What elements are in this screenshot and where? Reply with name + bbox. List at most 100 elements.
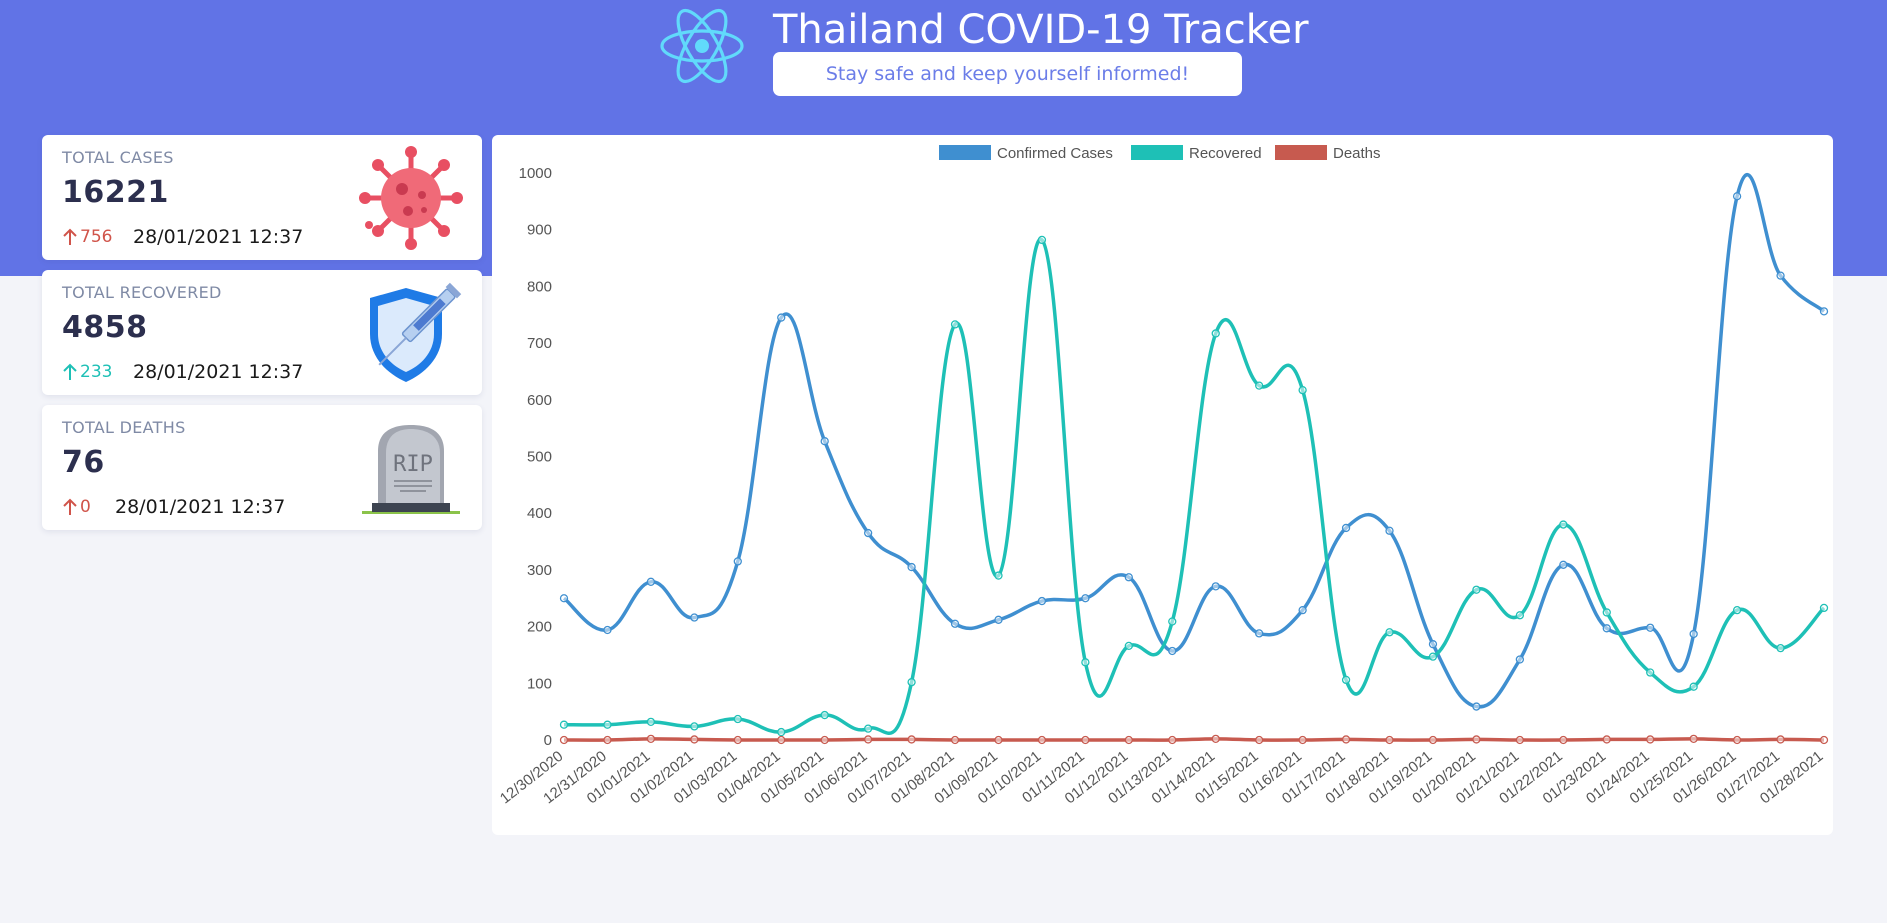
data-point-confirmed-cases xyxy=(907,562,916,572)
data-point-confirmed-cases xyxy=(1081,594,1090,603)
arrow-up-icon xyxy=(63,498,77,515)
data-point-confirmed-cases xyxy=(994,615,1003,624)
legend-swatch xyxy=(939,145,991,160)
data-point-recovered xyxy=(994,571,1003,580)
data-point-confirmed-cases xyxy=(690,613,699,622)
data-point-confirmed-cases xyxy=(1211,582,1220,591)
data-point-deaths xyxy=(1168,735,1177,745)
data-point-deaths xyxy=(690,735,699,744)
data-point-deaths xyxy=(1689,734,1698,744)
legend-label: Deaths xyxy=(1333,145,1381,162)
y-tick-label: 500 xyxy=(527,449,552,466)
data-point-recovered xyxy=(1037,235,1047,245)
data-point-confirmed-cases xyxy=(1689,629,1698,639)
data-point-deaths xyxy=(1341,735,1351,744)
cases-line-chart: Confirmed Cases Recovered Deaths 0 100 200 300… xyxy=(497,145,1829,807)
total-cases-card: Total Cases 16221 756 28/01/2021 12:37 xyxy=(42,135,482,260)
data-point-confirmed-cases xyxy=(1602,624,1611,633)
react-logo-icon xyxy=(660,8,744,84)
data-point-recovered xyxy=(950,320,960,329)
card-label: Total Deaths xyxy=(62,418,186,437)
data-point-recovered xyxy=(907,678,916,687)
data-point-deaths xyxy=(1081,735,1090,745)
data-point-deaths xyxy=(559,735,569,745)
data-point-recovered xyxy=(603,720,612,729)
arrow-up-icon xyxy=(63,228,77,245)
data-point-recovered xyxy=(1255,381,1264,390)
card-value: 4858 xyxy=(62,310,148,345)
data-point-deaths xyxy=(1124,735,1133,745)
page-subtitle: Stay safe and keep yourself informed! xyxy=(825,63,1190,85)
card-delta: 0 xyxy=(62,496,91,518)
data-point-recovered xyxy=(1081,658,1090,667)
data-point-deaths xyxy=(994,735,1003,745)
data-point-deaths xyxy=(1732,735,1742,745)
data-point-deaths xyxy=(777,735,786,745)
data-point-confirmed-cases xyxy=(1819,307,1829,316)
data-point-deaths xyxy=(1559,735,1568,745)
data-point-confirmed-cases xyxy=(777,313,786,322)
total-deaths-card: Total Deaths 76 0 28/01/2021 12:37 RIP xyxy=(42,405,482,530)
data-point-confirmed-cases xyxy=(820,437,829,446)
y-tick-label: 700 xyxy=(527,335,552,352)
data-point-recovered xyxy=(777,727,786,737)
data-point-deaths xyxy=(1298,735,1307,745)
data-point-confirmed-cases xyxy=(1298,606,1307,615)
y-tick-label: 200 xyxy=(527,619,552,636)
data-point-confirmed-cases xyxy=(1732,192,1742,201)
data-point-deaths xyxy=(1819,735,1829,745)
legend-label: Recovered xyxy=(1189,145,1262,162)
shield-vaccine-icon xyxy=(370,282,462,382)
data-point-recovered xyxy=(690,722,699,731)
total-recovered-card: Total Recovered 4858 233 28/01/2021 12:3… xyxy=(42,270,482,395)
data-point-deaths xyxy=(1385,735,1394,745)
data-point-recovered xyxy=(1776,643,1785,653)
data-point-confirmed-cases xyxy=(1515,655,1525,664)
data-point-confirmed-cases xyxy=(863,528,873,538)
card-delta-value: 0 xyxy=(80,497,91,517)
data-point-confirmed-cases xyxy=(1124,573,1133,582)
data-point-deaths xyxy=(1776,735,1785,744)
data-point-deaths xyxy=(603,735,612,745)
card-label: Total Recovered xyxy=(62,283,222,302)
card-updated-time: 28/01/2021 12:37 xyxy=(133,226,304,248)
virus-icon xyxy=(359,146,463,250)
data-point-recovered xyxy=(1385,628,1394,637)
data-point-deaths xyxy=(1646,735,1655,744)
data-point-confirmed-cases xyxy=(646,577,656,586)
card-updated-time: 28/01/2021 12:37 xyxy=(115,496,286,518)
card-updated-time: 28/01/2021 12:37 xyxy=(133,361,304,383)
data-point-recovered xyxy=(559,720,569,729)
data-point-deaths xyxy=(1211,734,1220,744)
data-point-deaths xyxy=(1515,735,1525,745)
card-delta-value: 233 xyxy=(80,362,113,382)
data-point-recovered xyxy=(1646,668,1655,677)
data-point-recovered xyxy=(1168,617,1177,626)
data-point-deaths xyxy=(863,735,873,744)
data-point-confirmed-cases xyxy=(1255,629,1264,638)
card-value: 76 xyxy=(62,445,105,480)
data-point-recovered xyxy=(1732,606,1742,615)
data-point-confirmed-cases xyxy=(950,619,960,628)
data-point-recovered xyxy=(646,717,656,727)
data-point-confirmed-cases xyxy=(1472,702,1481,711)
data-point-recovered xyxy=(1602,608,1611,617)
page-title: Thailand COVID-19 Tracker xyxy=(773,7,1309,53)
data-point-deaths xyxy=(733,735,742,745)
data-point-deaths xyxy=(1602,735,1611,744)
data-point-recovered xyxy=(1124,641,1133,651)
data-point-recovered xyxy=(1428,652,1438,661)
data-point-deaths xyxy=(820,735,829,745)
series-line-confirmed-cases xyxy=(562,173,1826,709)
card-delta: 756 xyxy=(62,226,112,248)
data-point-confirmed-cases xyxy=(1776,271,1785,280)
data-point-confirmed-cases xyxy=(1385,526,1394,535)
data-point-deaths xyxy=(907,735,916,744)
data-point-recovered xyxy=(1472,585,1481,594)
data-point-confirmed-cases xyxy=(1341,523,1351,533)
data-point-deaths xyxy=(950,735,960,745)
data-point-deaths xyxy=(1037,735,1047,745)
tomb-text: RIP xyxy=(393,452,433,477)
data-point-recovered xyxy=(733,714,742,724)
y-tick-label: 900 xyxy=(527,222,552,239)
